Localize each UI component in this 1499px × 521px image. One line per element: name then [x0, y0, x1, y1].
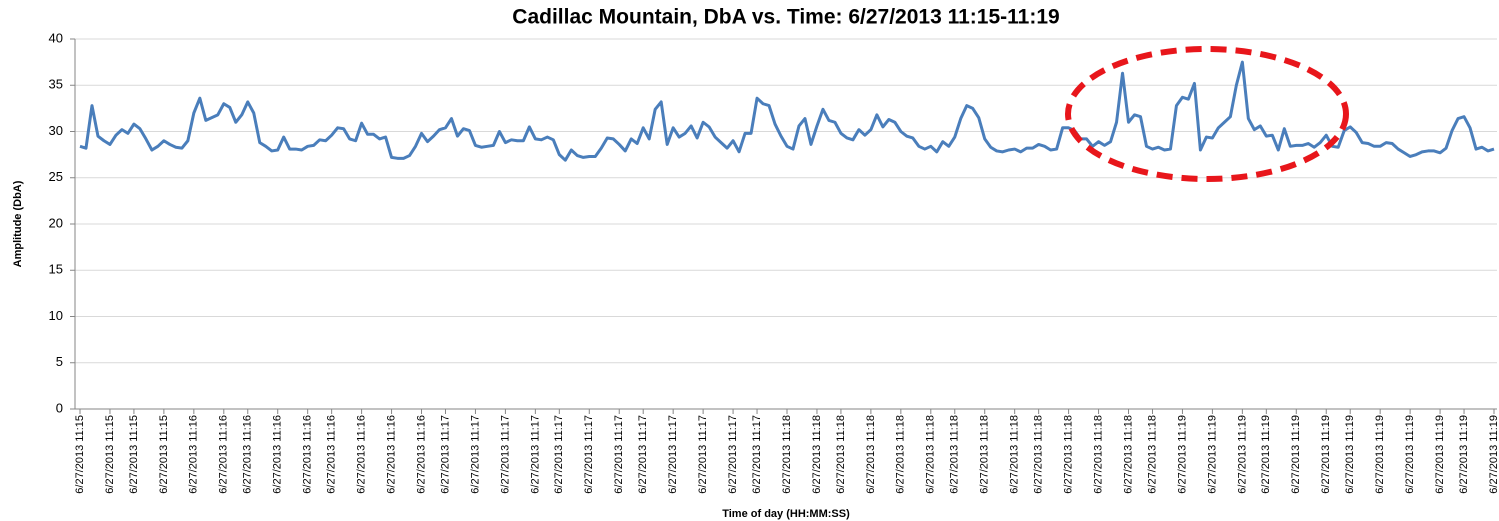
x-tick-label: 6/27/2013 11:17 [697, 415, 709, 494]
x-tick-label: 6/27/2013 11:17 [499, 415, 511, 494]
x-tick-label: 6/27/2013 11:15 [128, 415, 140, 494]
x-tick-label: 6/27/2013 11:18 [1146, 415, 1158, 494]
x-tick-label: 6/27/2013 11:18 [835, 415, 847, 494]
y-tick-label: 5 [56, 354, 63, 369]
x-axis-title: Time of day (HH:MM:SS) [722, 508, 850, 520]
x-tick-label: 6/27/2013 11:17 [469, 415, 481, 494]
x-tick-label: 6/27/2013 11:17 [613, 415, 625, 494]
x-tick-label: 6/27/2013 11:19 [1458, 415, 1470, 494]
x-tick-label: 6/27/2013 11:16 [188, 415, 200, 494]
y-tick-label: 20 [49, 215, 63, 230]
plot [79, 60, 1495, 162]
x-tick-label: 6/27/2013 11:19 [1290, 415, 1302, 494]
x-tick-label: 6/27/2013 11:19 [1374, 415, 1386, 494]
x-tick-label: 6/27/2013 11:16 [218, 415, 230, 494]
x-tick-label: 6/27/2013 11:15 [158, 415, 170, 494]
y-tick-label: 15 [49, 262, 63, 277]
y-tick-label: 25 [49, 169, 63, 184]
x-tick-label: 6/27/2013 11:19 [1236, 415, 1248, 494]
x-tick-label: 6/27/2013 11:18 [925, 415, 937, 494]
x-tick-label: 6/27/2013 11:18 [811, 415, 823, 494]
y-tick-label: 0 [56, 400, 63, 415]
x-tick-label: 6/27/2013 11:16 [326, 415, 338, 494]
x-tick-label: 6/27/2013 11:19 [1176, 415, 1188, 494]
x-tick-label: 6/27/2013 11:19 [1344, 415, 1356, 494]
x-tick-label: 6/27/2013 11:18 [1092, 415, 1104, 494]
x-tick-label: 6/27/2013 11:17 [439, 415, 451, 494]
x-tick-label: 6/27/2013 11:17 [637, 415, 649, 494]
highlight-ellipse [1065, 46, 1349, 182]
x-tick-label: 6/27/2013 11:19 [1206, 415, 1218, 494]
y-tick-label: 40 [49, 30, 63, 45]
x-tick-label: 6/27/2013 11:18 [865, 415, 877, 494]
x-tick-label: 6/27/2013 11:19 [1434, 415, 1446, 494]
x-tick-label: 6/27/2013 11:19 [1488, 415, 1499, 494]
y-tick-label: 30 [49, 123, 63, 138]
x-tick-label: 6/27/2013 11:18 [1122, 415, 1134, 494]
x-tick-label: 6/27/2013 11:15 [104, 415, 116, 494]
x-tick-label: 6/27/2013 11:16 [272, 415, 284, 494]
chart-title: Cadillac Mountain, DbA vs. Time: 6/27/20… [512, 6, 1059, 29]
y-tick-label: 10 [49, 308, 63, 323]
data-line [79, 60, 1495, 162]
x-tick-label: 6/27/2013 11:15 [74, 415, 86, 494]
x-tick-label: 6/27/2013 11:16 [356, 415, 368, 494]
x-tick-label: 6/27/2013 11:17 [667, 415, 679, 494]
x-tick-label: 6/27/2013 11:18 [895, 415, 907, 494]
x-tick-label: 6/27/2013 11:17 [529, 415, 541, 494]
x-tick-label: 6/27/2013 11:16 [242, 415, 254, 494]
x-tick-label: 6/27/2013 11:18 [1033, 415, 1045, 494]
x-tick-label: 6/27/2013 11:18 [949, 415, 961, 494]
x-tick-label: 6/27/2013 11:19 [1260, 415, 1272, 494]
y-axis-title: Amplitude (DbA) [12, 180, 24, 267]
x-tick-label: 6/27/2013 11:18 [781, 415, 793, 494]
x-tick-label: 6/27/2013 11:17 [727, 415, 739, 494]
x-tick-label: 6/27/2013 11:16 [385, 415, 397, 494]
grid [75, 38, 1497, 410]
x-tick-label: 6/27/2013 11:17 [553, 415, 565, 494]
x-tick-label: 6/27/2013 11:19 [1320, 415, 1332, 494]
x-tick-label: 6/27/2013 11:17 [583, 415, 595, 494]
x-tick-label: 6/27/2013 11:18 [979, 415, 991, 494]
x-tick-label: 6/27/2013 11:18 [1009, 415, 1021, 494]
y-tick-label: 35 [49, 77, 63, 92]
x-tick-label: 6/27/2013 11:19 [1404, 415, 1416, 494]
x-tick-label: 6/27/2013 11:18 [1063, 415, 1075, 494]
x-tick-label: 6/27/2013 11:16 [415, 415, 427, 494]
x-tick-label: 6/27/2013 11:16 [302, 415, 314, 494]
x-tick-label: 6/27/2013 11:17 [751, 415, 763, 494]
